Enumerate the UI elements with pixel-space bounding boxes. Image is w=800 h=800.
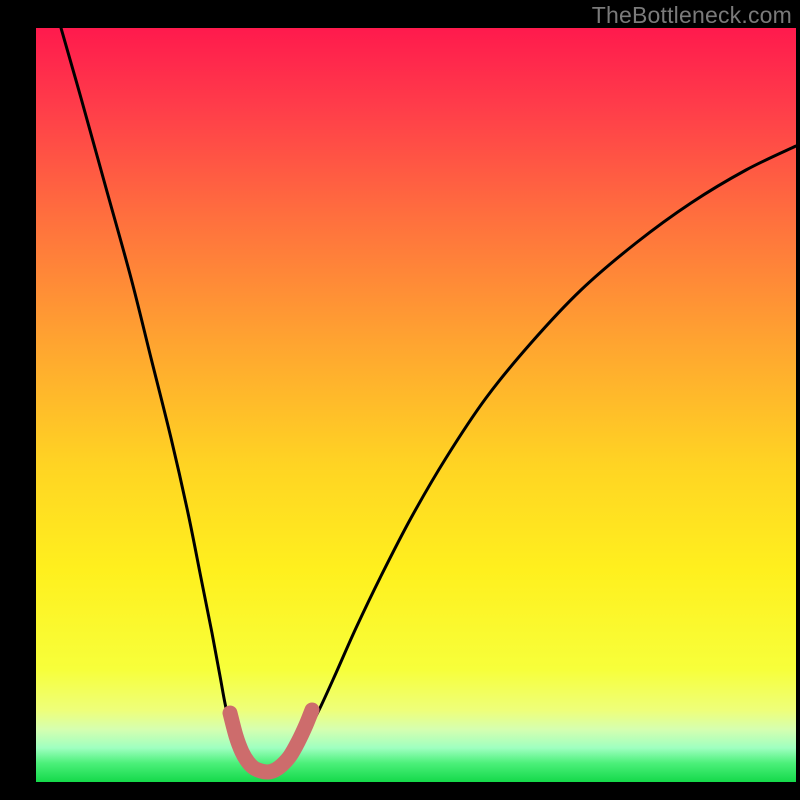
watermark-label: TheBottleneck.com [592, 2, 792, 29]
bottleneck-curve [61, 28, 796, 770]
chart-stage: TheBottleneck.com [0, 0, 800, 800]
optimal-zone-overlay [230, 710, 312, 772]
plot-area [36, 28, 796, 782]
curve-layer [36, 28, 796, 782]
